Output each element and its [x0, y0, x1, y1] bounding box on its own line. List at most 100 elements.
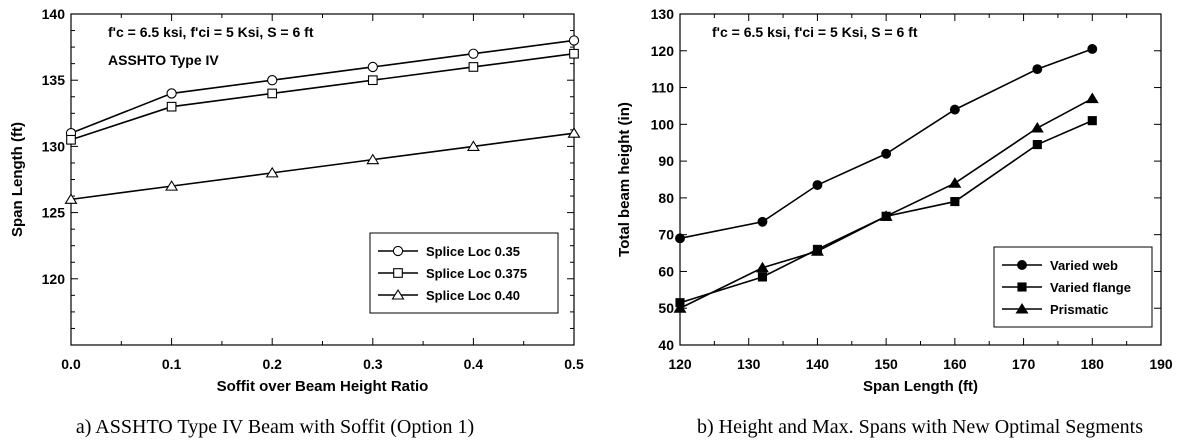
- y-tick-label: 140: [42, 6, 66, 22]
- y-tick-label: 120: [42, 271, 66, 287]
- data-point: [673, 302, 687, 313]
- data-point: [1032, 140, 1042, 150]
- legend-marker: [392, 245, 404, 257]
- legend-item-varied-flange: Varied flange: [1002, 280, 1131, 295]
- legend-item-varied-web: Varied web: [1002, 258, 1118, 273]
- legend-item-splice-loc-0-375: Splice Loc 0.375: [378, 266, 527, 281]
- data-point: [367, 75, 378, 86]
- x-axis-label: Soffit over Beam Height Ratio: [217, 378, 429, 395]
- chart-a-span-vs-soffit-ratio: 120 125 130 135 140 0.0 0.1 0.2 0.3 0.4 0.5 Soffit …: [9, 6, 584, 438]
- series-splice-loc-0-375: [66, 48, 579, 145]
- y-tick-label: 130: [651, 6, 675, 22]
- x-tick-label: 160: [943, 356, 967, 372]
- y-tick-label: 50: [658, 300, 674, 316]
- legend-marker: [393, 268, 403, 278]
- annotation-text: f'c = 6.5 ksi, f'ci = 5 Ksi, S = 6 ft: [712, 24, 918, 40]
- legend-label: Varied flange: [1050, 280, 1131, 295]
- x-tick-label: 190: [1149, 356, 1173, 372]
- series-line: [70, 52, 575, 141]
- x-tick-label: 150: [874, 356, 898, 372]
- data-point: [810, 245, 824, 256]
- y-tick-label: 120: [651, 43, 675, 59]
- x-tick-label: 120: [668, 356, 692, 372]
- data-point: [466, 140, 480, 151]
- data-point: [757, 272, 768, 282]
- legend-label: Splice Loc 0.35: [426, 244, 520, 259]
- annotation-text: f'c = 6.5 ksi, f'ci = 5 Ksi, S = 6 ft: [108, 24, 314, 40]
- y-axis-label: Total beam height (in): [616, 102, 633, 257]
- series-line: [70, 132, 575, 201]
- legend-item-splice-loc-0-40: Splice Loc 0.40: [378, 288, 520, 303]
- series-splice-loc-0-40: [64, 127, 581, 204]
- y-tick-label: 80: [658, 190, 674, 206]
- data-point: [569, 48, 579, 59]
- series-prismatic: [673, 92, 1099, 313]
- data-point: [265, 166, 279, 178]
- data-point: [950, 197, 960, 207]
- data-point: [1085, 92, 1099, 104]
- data-point: [949, 104, 960, 115]
- data-point: [675, 233, 685, 244]
- x-tick-label: 0.4: [464, 356, 484, 372]
- data-point: [1087, 116, 1097, 126]
- y-tick-label: 135: [42, 72, 66, 88]
- legend: Varied web Varied flange Prismatic: [993, 246, 1153, 328]
- series-line: [679, 48, 1093, 240]
- y-tick-label: 40: [658, 337, 674, 353]
- y-tick-label: 130: [42, 138, 66, 154]
- x-axis-label: Span Length (ft): [863, 378, 978, 395]
- legend-marker: [391, 288, 405, 300]
- x-tick-label: 180: [1081, 356, 1105, 372]
- data-point: [881, 148, 892, 159]
- legend: Splice Loc 0.35 Splice Loc 0.375 Splice Lo…: [369, 232, 559, 314]
- y-tick-label: 100: [651, 116, 675, 132]
- data-point: [567, 127, 581, 138]
- legend-marker: [1015, 302, 1029, 314]
- data-point: [468, 62, 479, 72]
- x-tick-label: 0.2: [262, 356, 282, 372]
- legend-label: Splice Loc 0.40: [426, 288, 520, 303]
- data-point: [755, 261, 769, 273]
- annotation-text: ASSHTO Type IV: [108, 52, 219, 68]
- series-splice-loc-0-35: [65, 35, 580, 139]
- x-tick-label: 0.3: [363, 356, 383, 372]
- data-point: [812, 180, 823, 190]
- data-point: [165, 180, 179, 191]
- legend-label: Splice Loc 0.375: [426, 266, 527, 281]
- legend-item-prismatic: Prismatic: [1002, 302, 1109, 317]
- chart-b-beam-height-vs-span: 40 50 60 70 80 90 100 110 120 130 120 130 140 150 160 1…: [616, 6, 1173, 438]
- legend-marker: [1017, 282, 1027, 292]
- y-tick-label: 110: [651, 80, 674, 96]
- data-point: [1032, 64, 1043, 75]
- x-tick-label: 170: [1012, 356, 1036, 372]
- x-tick-label: 0.5: [564, 356, 584, 372]
- legend-label: Varied web: [1050, 258, 1118, 273]
- y-axis-label: Span Length (ft): [9, 122, 26, 237]
- y-tick-label: 60: [658, 263, 674, 279]
- data-point: [568, 35, 580, 46]
- data-point: [879, 210, 893, 221]
- data-point: [367, 61, 378, 73]
- series-line: [70, 39, 575, 134]
- x-tick-label: 0.1: [162, 356, 182, 372]
- data-point: [267, 75, 278, 86]
- figure-caption: b) Height and Max. Spans with New Optima…: [697, 416, 1143, 438]
- data-point: [1087, 43, 1098, 54]
- y-tick-label: 70: [658, 227, 674, 243]
- y-tick-label: 90: [658, 153, 674, 169]
- data-point: [166, 101, 177, 112]
- data-point: [757, 216, 768, 227]
- legend-item-splice-loc-0-35: Splice Loc 0.35: [378, 244, 520, 259]
- x-tick-label: 0.0: [61, 356, 81, 372]
- series-varied-web: [675, 43, 1098, 244]
- legend-label: Prismatic: [1050, 302, 1109, 317]
- data-point: [468, 48, 479, 59]
- x-tick-label: 140: [806, 356, 830, 372]
- data-point: [66, 134, 76, 145]
- figure-caption: a) ASSHTO Type IV Beam with Soffit (Opti…: [76, 416, 474, 438]
- data-point: [1030, 121, 1044, 133]
- data-point: [366, 153, 380, 165]
- data-point: [948, 177, 962, 188]
- legend-marker: [1017, 260, 1027, 270]
